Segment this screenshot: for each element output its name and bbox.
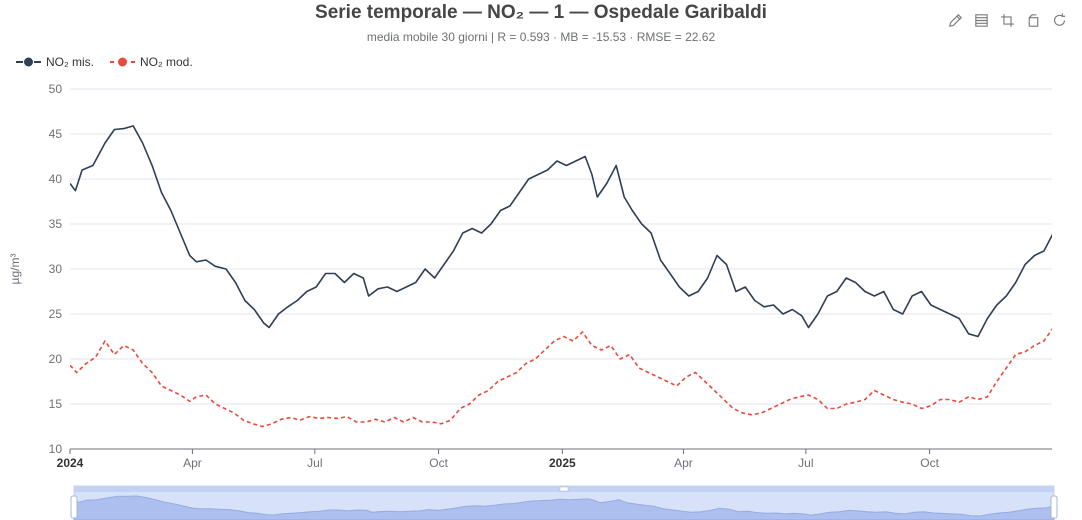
x-tick-label: Apr <box>183 456 202 470</box>
x-tick-label: Jul <box>798 456 813 470</box>
chart-toolbox <box>947 12 1068 29</box>
x-tick-label: 2024 <box>57 456 84 470</box>
y-tick-label: 35 <box>49 217 63 231</box>
data-view-icon[interactable] <box>973 12 990 29</box>
y-tick-label: 40 <box>49 172 63 186</box>
y-tick-label: 45 <box>49 127 63 141</box>
x-tick-label: Oct <box>429 456 448 470</box>
zoom-slider-preview <box>73 495 1055 520</box>
x-tick-label: 2025 <box>549 456 576 470</box>
legend-swatch-marker[interactable] <box>23 56 34 68</box>
y-tick-label: 15 <box>49 397 63 411</box>
zoom-icon[interactable] <box>999 12 1016 29</box>
y-tick-label: 50 <box>49 82 63 96</box>
zoom-reset-icon[interactable] <box>1025 12 1042 29</box>
zoom-slider-right-handle[interactable] <box>1050 495 1058 519</box>
y-tick-label: 10 <box>49 442 63 456</box>
legend-label[interactable]: NO₂ mod. <box>140 55 193 69</box>
x-tick-label: Jul <box>307 456 322 470</box>
zoom-slider-move-handle[interactable] <box>559 486 569 492</box>
y-tick-label: 30 <box>49 262 63 276</box>
y-tick-label: 25 <box>49 307 63 321</box>
x-tick-label: Oct <box>920 456 939 470</box>
pencil-icon[interactable] <box>947 12 964 29</box>
legend-label[interactable]: NO₂ mis. <box>46 55 94 69</box>
zoom-slider-left-handle[interactable] <box>70 495 78 519</box>
restore-icon[interactable] <box>1051 12 1068 29</box>
legend-swatch-marker[interactable] <box>117 56 128 68</box>
y-tick-label: 20 <box>49 352 63 366</box>
x-tick-label: Apr <box>674 456 693 470</box>
series-line-2 <box>70 327 1052 428</box>
y-axis-title: µg/m³ <box>8 254 22 285</box>
chart-subtitle: media mobile 30 giorni | R = 0.593 · MB … <box>366 30 716 44</box>
series-line-1 <box>70 125 1052 338</box>
chart-title: Serie temporale — NO₂ — 1 — Ospedale Gar… <box>315 2 767 23</box>
